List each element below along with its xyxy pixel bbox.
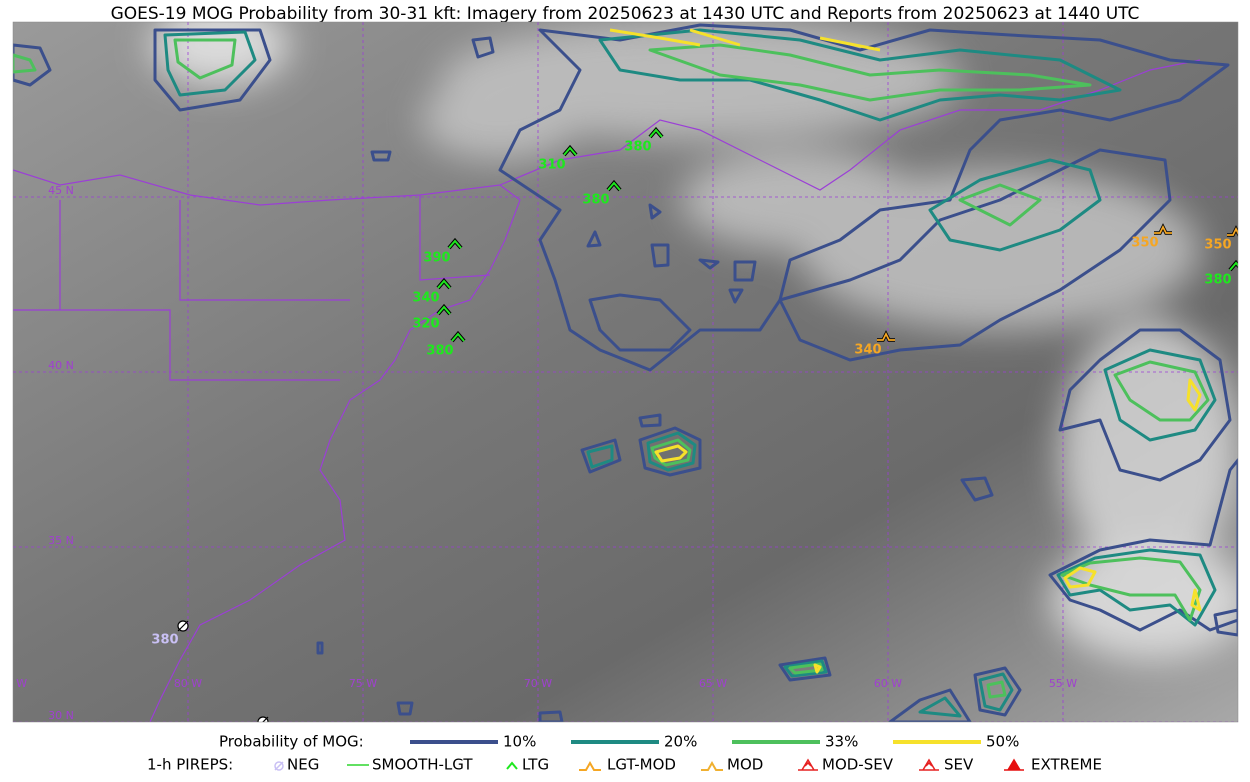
report-altitude: 380 [426, 344, 453, 359]
coastline [13, 169, 521, 722]
lon-label: 80 W [174, 677, 202, 690]
report-symbol [1227, 226, 1238, 236]
report-symbol [451, 332, 465, 342]
map-frame [12, 21, 1239, 723]
report-symbol [649, 128, 663, 138]
report-altitude: 350 [1131, 236, 1158, 251]
legend-text: MOD [727, 756, 763, 774]
legend-icon [579, 760, 601, 771]
lon-label: 75 W [349, 677, 377, 690]
report-altitude: 340 [412, 291, 439, 306]
legend-text: 10% [503, 733, 536, 751]
report-symbol [437, 305, 451, 315]
lon-label: 70 W [524, 677, 552, 690]
legend-icon [274, 761, 284, 771]
contours [13, 23, 1238, 722]
lon-label: 60 W [874, 677, 902, 690]
report-symbol [262, 716, 269, 722]
report-altitude: 380 [151, 633, 178, 648]
legend-text: LGT-MOD [607, 756, 676, 774]
lat-label: 40 N [48, 359, 74, 372]
lat-label: 30 N [48, 709, 74, 722]
report-symbol [177, 620, 189, 632]
legend-icon [1004, 758, 1024, 771]
coastline [499, 59, 1201, 191]
legend-text: Probability of MOG: [219, 733, 364, 751]
map: 85 W 80 W 75 W 70 W 65 W 60 W 55 W 45 N 40 N 35 N… [0, 22, 1238, 722]
legend-icon [701, 760, 723, 771]
legend-text: NEG [287, 756, 319, 774]
report-altitude: 340 [854, 343, 881, 358]
legend-text: 20% [664, 733, 697, 751]
legend-icon [506, 761, 518, 770]
report-altitude: 350 [1204, 238, 1231, 253]
report-symbol [877, 331, 895, 341]
report-symbol [1229, 261, 1238, 271]
legend-icon [919, 758, 939, 771]
lon-label: 85 W [0, 677, 27, 690]
legend-text: EXTREME [1031, 756, 1102, 774]
report-altitude: 380 [582, 193, 609, 208]
report-altitude: 380 [624, 140, 651, 155]
report-symbol [607, 181, 621, 191]
lon-label: 55 W [1049, 677, 1077, 690]
legend-icon [274, 761, 284, 771]
report-symbol [448, 239, 462, 249]
borders [13, 195, 491, 381]
report-symbol [257, 716, 269, 722]
legend-text: 1-h PIREPS: [147, 756, 233, 774]
report-altitude: 390 [423, 251, 450, 266]
lon-label: 65 W [699, 677, 727, 690]
report-altitude: 310 [538, 158, 565, 173]
legend-text: 50% [986, 733, 1019, 751]
legend-text: MOD-SEV [822, 756, 894, 774]
report-altitude: 320 [412, 317, 439, 332]
legend-text: SEV [944, 756, 974, 774]
lat-label: 45 N [48, 184, 74, 197]
report-altitude: 380 [1204, 273, 1231, 288]
report-symbol [563, 146, 577, 156]
legend-text: LTG [522, 756, 549, 774]
legend-text: SMOOTH-LGT [372, 756, 473, 774]
legend-icon [798, 758, 818, 771]
lat-label: 35 N [48, 534, 74, 547]
title: GOES-19 MOG Probability from 30-31 kft: … [111, 4, 1140, 24]
report-symbol [437, 279, 451, 289]
report-symbol [1154, 224, 1172, 234]
legend-text: 33% [825, 733, 858, 751]
